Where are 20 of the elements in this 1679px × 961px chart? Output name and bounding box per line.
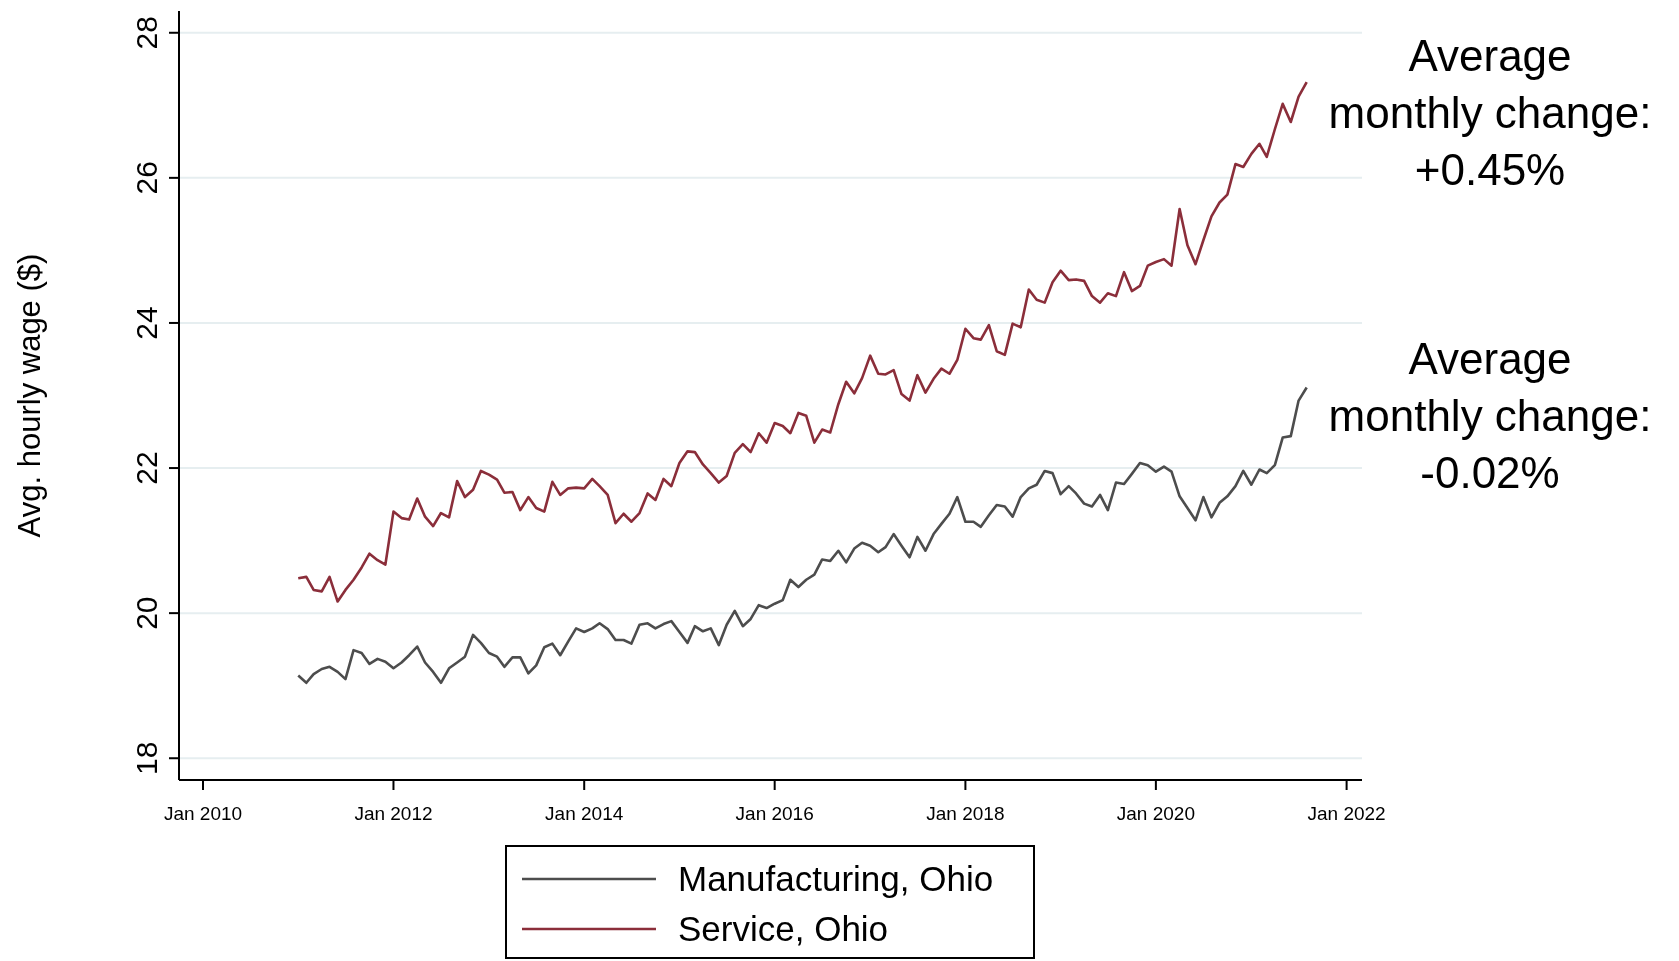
y-tick-label: 20 [130,596,163,630]
x-tick-label: Jan 2020 [1116,803,1195,824]
y-tick-label: 18 [130,741,163,775]
y-tick-label: 26 [130,161,163,195]
x-tick-label: Jan 2022 [1307,803,1386,824]
annotation: Average monthly change: -0.02% [1328,334,1652,497]
y-tick-label: 24 [130,306,163,340]
y-axis-title: Avg. hourly wage ($) [12,253,47,538]
line-series [296,386,1308,685]
y-tick-label: 22 [130,451,163,485]
legend-label: Service, Ohio [678,909,889,948]
x-tick-label: Jan 2016 [735,803,814,824]
x-tick-label: Jan 2018 [926,803,1005,824]
x-tick-label: Jan 2010 [163,803,243,824]
x-tick-label: Jan 2012 [354,803,433,824]
annotation: Average monthly change: +0.45% [1328,31,1652,194]
x-tick-label: Jan 2014 [545,803,624,824]
y-tick-label: 28 [130,16,163,50]
line-series [296,80,1308,603]
legend-label: Manufacturing, Ohio [678,859,994,898]
